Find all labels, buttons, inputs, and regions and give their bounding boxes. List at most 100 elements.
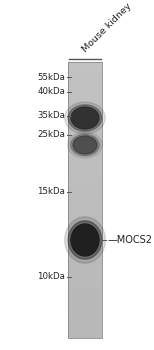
Bar	[68, 251, 102, 252]
Bar	[68, 69, 102, 70]
Bar	[68, 179, 102, 181]
Bar	[68, 72, 102, 73]
Bar	[68, 313, 102, 315]
Bar	[68, 217, 102, 218]
Bar	[68, 258, 102, 259]
Bar	[68, 85, 102, 87]
Bar	[68, 294, 102, 295]
Ellipse shape	[71, 224, 99, 256]
Ellipse shape	[68, 105, 102, 131]
Bar	[68, 312, 102, 313]
Bar	[68, 90, 102, 91]
Bar	[68, 150, 102, 152]
Bar	[68, 286, 102, 287]
Bar	[68, 176, 102, 178]
Bar	[68, 131, 102, 132]
Bar	[68, 99, 102, 101]
Bar	[68, 228, 102, 229]
Bar	[68, 166, 102, 167]
Bar	[68, 221, 102, 222]
Bar	[68, 240, 102, 241]
Bar	[68, 110, 102, 112]
Bar	[68, 310, 102, 312]
Bar	[68, 106, 102, 107]
Bar	[68, 126, 102, 127]
Bar	[68, 102, 102, 103]
Bar	[68, 135, 102, 136]
Bar	[68, 117, 102, 119]
Bar	[68, 284, 102, 286]
Bar	[68, 94, 102, 95]
Bar	[68, 183, 102, 185]
Bar	[68, 123, 102, 124]
Text: 55kDa: 55kDa	[37, 72, 65, 82]
Bar	[68, 81, 102, 83]
Bar	[68, 265, 102, 266]
Bar	[68, 161, 102, 163]
Bar	[68, 247, 102, 248]
Bar	[68, 205, 102, 207]
Bar	[68, 291, 102, 293]
Bar	[68, 299, 102, 301]
Bar	[68, 157, 102, 159]
Bar	[68, 290, 102, 291]
Bar	[68, 142, 102, 144]
Text: 25kDa: 25kDa	[37, 130, 65, 139]
Bar	[68, 160, 102, 161]
Bar	[68, 62, 102, 338]
Bar	[68, 264, 102, 265]
Bar	[68, 244, 102, 246]
Bar	[68, 62, 102, 63]
Bar	[68, 87, 102, 88]
Bar	[68, 119, 102, 120]
Bar	[68, 243, 102, 244]
Bar	[68, 236, 102, 237]
Bar	[68, 84, 102, 85]
Bar	[68, 204, 102, 205]
Bar	[68, 116, 102, 117]
Bar	[68, 170, 102, 171]
Bar	[68, 78, 102, 80]
Bar	[68, 296, 102, 298]
Bar	[68, 295, 102, 296]
Bar	[68, 234, 102, 236]
Bar	[68, 293, 102, 294]
Bar	[68, 281, 102, 283]
Bar	[68, 154, 102, 156]
Bar	[68, 219, 102, 221]
Bar	[68, 331, 102, 332]
Bar	[68, 168, 102, 170]
Bar	[68, 283, 102, 284]
Bar	[68, 152, 102, 153]
Bar	[68, 248, 102, 250]
Bar	[68, 328, 102, 330]
Bar	[68, 272, 102, 273]
Text: —MOCS2: —MOCS2	[108, 235, 153, 245]
Bar	[68, 63, 102, 65]
Bar	[68, 146, 102, 148]
Bar	[68, 321, 102, 323]
Bar	[68, 175, 102, 176]
Bar	[68, 73, 102, 75]
Bar	[68, 101, 102, 102]
Text: 10kDa: 10kDa	[37, 272, 65, 281]
Bar	[68, 226, 102, 228]
Bar	[68, 153, 102, 154]
Bar	[68, 193, 102, 195]
Bar	[68, 274, 102, 276]
Bar	[68, 174, 102, 175]
Bar	[68, 196, 102, 197]
Bar	[68, 330, 102, 331]
Bar	[68, 83, 102, 84]
Ellipse shape	[65, 217, 105, 263]
Bar	[68, 164, 102, 166]
Bar	[68, 203, 102, 204]
Bar	[68, 261, 102, 262]
Bar	[68, 320, 102, 321]
Bar	[68, 239, 102, 240]
Bar	[68, 167, 102, 168]
Bar	[68, 190, 102, 192]
Bar	[68, 212, 102, 214]
Bar	[68, 268, 102, 269]
Bar	[68, 124, 102, 126]
